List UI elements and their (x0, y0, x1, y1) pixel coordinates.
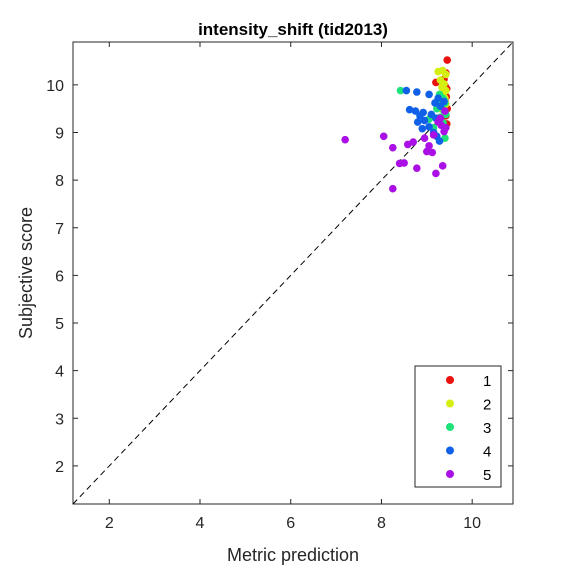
data-point-series-1 (443, 56, 452, 64)
data-point-series-4 (413, 118, 422, 126)
x-axis-label: Metric prediction (227, 545, 359, 565)
x-tick-label: 8 (377, 515, 386, 532)
data-point-series-5 (425, 142, 433, 150)
data-point-series-5 (388, 184, 397, 193)
data-point-series-4 (425, 122, 433, 131)
legend-box (414, 365, 502, 488)
data-point-series-5 (441, 107, 449, 115)
data-point-series-5 (436, 114, 445, 123)
y-tick-label: 3 (55, 411, 64, 428)
data-point-series-4 (411, 107, 420, 115)
x-tick-label: 10 (463, 515, 481, 532)
data-point-series-4 (440, 97, 448, 106)
legend-label-4: 4 (483, 444, 491, 461)
y-tick-label: 8 (55, 173, 64, 190)
data-point-series-5 (409, 138, 418, 146)
data-point-series-5 (432, 169, 440, 178)
chart-title: intensity_shift (tid2013) (198, 20, 388, 39)
y-axis: 2 3 4 5 6 7 8 9 10 (46, 78, 513, 476)
data-point-series-5 (423, 147, 431, 156)
data-points (341, 56, 452, 193)
data-point-series-5 (438, 162, 447, 170)
data-point-series-5 (388, 143, 397, 152)
data-point-series-4 (405, 105, 414, 114)
data-point-series-4 (425, 90, 433, 99)
data-point-series-2 (442, 70, 450, 79)
data-point-series-5 (442, 123, 450, 132)
legend-marker-1 (446, 376, 454, 384)
y-tick-label: 7 (55, 221, 64, 238)
legend-label-3: 3 (483, 420, 491, 437)
x-tick-label: 6 (286, 515, 295, 532)
data-point-series-5 (420, 134, 429, 143)
data-point-series-5 (429, 131, 438, 139)
data-point-series-4 (420, 116, 429, 125)
data-point-series-5 (400, 159, 408, 167)
y-tick-label: 6 (55, 268, 64, 285)
y-tick-label: 2 (55, 459, 64, 476)
x-axis: 2 4 6 8 10 (105, 42, 481, 532)
data-point-series-5 (379, 132, 388, 141)
data-point-series-4 (413, 88, 421, 96)
y-tick-label: 9 (55, 125, 64, 142)
legend-label-1: 1 (483, 373, 491, 390)
data-point-series-5 (341, 135, 349, 144)
x-tick-label: 2 (105, 515, 114, 532)
y-axis-label: Subjective score (16, 207, 36, 339)
data-point-series-4 (418, 124, 427, 133)
data-point-series-4 (435, 137, 444, 145)
y-tick-label: 10 (46, 78, 64, 95)
legend-marker-3 (446, 423, 454, 431)
y-tick-label: 4 (55, 364, 64, 381)
data-point-series-4 (416, 112, 424, 120)
data-point-series-5 (413, 164, 421, 173)
legend-label-2: 2 (483, 397, 491, 414)
data-point-series-4 (431, 99, 439, 107)
y-tick-label: 5 (55, 316, 64, 333)
legend-marker-5 (446, 470, 454, 478)
data-point-series-3 (396, 86, 405, 95)
legend-marker-4 (446, 446, 454, 455)
legend-label-5: 5 (483, 467, 491, 484)
x-tick-label: 4 (196, 515, 205, 532)
legend-marker-2 (446, 399, 454, 408)
legend: 1 2 3 4 5 (414, 365, 502, 488)
data-point-series-4 (402, 86, 411, 95)
